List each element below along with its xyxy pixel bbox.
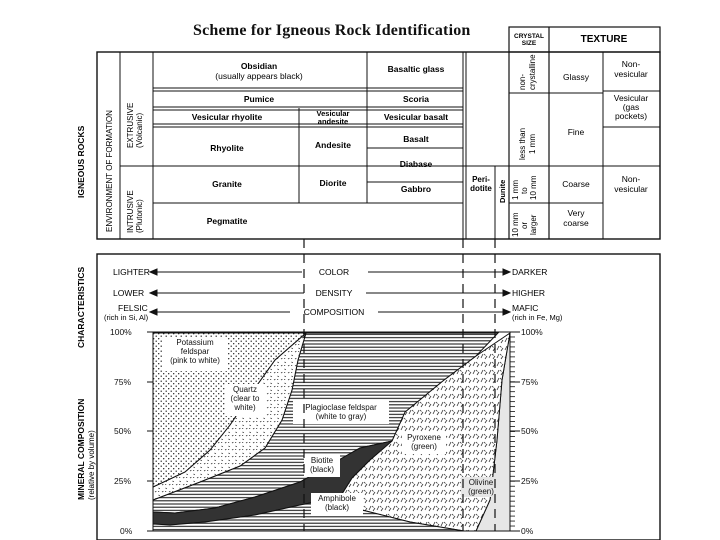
rock-diorite: Diorite xyxy=(320,178,347,188)
rock-rhyolite: Rhyolite xyxy=(210,143,244,153)
tick-right-75: 75% xyxy=(521,377,538,387)
mineral-potassium-feldspar: Potassium feldspar (pink to white) xyxy=(170,338,220,365)
tick-left-50: 50% xyxy=(114,426,131,436)
texture-fine: Fine xyxy=(568,127,585,137)
tick-right-0: 0% xyxy=(521,526,534,536)
rock-basalt: Basalt xyxy=(403,134,429,144)
texture-glassy: Glassy xyxy=(563,72,590,82)
rock-granite: Granite xyxy=(212,179,242,189)
rock-peridotite: Peri-dotite xyxy=(470,175,492,193)
rock-andesite: Andesite xyxy=(315,140,351,150)
texture-coarse: Coarse xyxy=(562,179,590,189)
color-left: LIGHTER xyxy=(113,267,150,277)
composition-left: FELSIC (rich in Si, Al) xyxy=(104,303,149,322)
composition-center: COMPOSITION xyxy=(304,307,364,317)
rock-basaltic-glass: Basaltic glass xyxy=(388,64,445,74)
characteristics-panel: LIGHTER COLOR DARKER LOWER DENSITY HIGHE… xyxy=(96,253,661,540)
characteristics-label: CHARACTERISTICS xyxy=(76,266,86,348)
mineral-quartz: Quartz (clear to white) xyxy=(231,385,260,412)
density-left: LOWER xyxy=(113,288,144,298)
tick-left-75: 75% xyxy=(114,377,131,387)
rock-obsidian: Obsidian (usually appears black) xyxy=(215,61,303,81)
texture-non-vesicular-bottom: Non-vesicular xyxy=(614,174,648,194)
density-right: HIGHER xyxy=(512,288,545,298)
mineral-composition-label: MINERAL COMPOSITION(relative by volume) xyxy=(76,399,96,500)
textures: Glassy Non-vesicular Vesicular (gas pocket… xyxy=(562,59,648,228)
igneous-rocks-label: IGNEOUS ROCKS xyxy=(76,125,86,198)
size-less-than-1mm: less than1 mm xyxy=(518,128,537,160)
texture-non-vesicular-top: Non-vesicular xyxy=(614,59,648,79)
rock-gabbro: Gabbro xyxy=(401,184,431,194)
table-headers: CRYSTAL SIZE TEXTURE xyxy=(508,26,661,53)
rock-diabase: Diabase xyxy=(400,159,433,169)
rock-scoria: Scoria xyxy=(403,94,429,104)
rock-names: Obsidian (usually appears black) Basaltic… xyxy=(192,61,507,226)
rock-pegmatite: Pegmatite xyxy=(207,216,248,226)
mineral-amphibole: Amphibole (black) xyxy=(318,494,356,512)
color-right: DARKER xyxy=(512,267,547,277)
rock-vesicular-andesite: Vesicular andesite xyxy=(317,109,350,126)
mineral-biotite: Biotite (black) xyxy=(310,456,334,474)
extrusive-label: EXTRUSIVE(Volcanic) xyxy=(126,103,144,148)
crystal-sizes: non-crystalline less than1 mm 1 mmto10 m… xyxy=(511,54,538,237)
tick-left-25: 25% xyxy=(114,476,131,486)
side-labels: IGNEOUS ROCKS ENVIRONMENT OF FORMATION E… xyxy=(76,103,144,500)
rock-vesicular-basalt: Vesicular basalt xyxy=(384,112,448,122)
page-title: Scheme for Igneous Rock Identification xyxy=(193,22,471,39)
composition-right: MAFIC (rich in Fe, Mg) xyxy=(512,303,563,322)
rock-pumice: Pumice xyxy=(244,94,275,104)
tick-left-0: 0% xyxy=(120,526,133,536)
density-center: DENSITY xyxy=(316,288,353,298)
intrusive-label: INTRUSIVE(Plutonic) xyxy=(126,190,144,233)
texture-vesicular: Vesicular (gas pockets) xyxy=(614,93,649,121)
tick-left-100: 100% xyxy=(110,327,132,337)
mineral-pyroxene: Pyroxene (green) xyxy=(407,433,441,451)
size-1-to-10mm: 1 mmto10 mm xyxy=(511,175,538,200)
tick-right-100: 100% xyxy=(521,327,543,337)
size-10mm-or-larger: 10 mmorlarger xyxy=(511,212,538,237)
mineral-plagioclase: Plagioclase feldspar (white to gray) xyxy=(305,403,377,421)
texture-header: TEXTURE xyxy=(581,34,628,45)
rock-vesicular-rhyolite: Vesicular rhyolite xyxy=(192,112,263,122)
color-center: COLOR xyxy=(319,267,349,277)
rock-dunite: Dunite xyxy=(498,180,507,203)
size-non-crystalline: non-crystalline xyxy=(518,54,537,90)
environment-label: ENVIRONMENT OF FORMATION xyxy=(105,110,114,232)
tick-right-50: 50% xyxy=(521,426,538,436)
crystal-size-header: CRYSTAL SIZE xyxy=(514,33,544,47)
texture-very-coarse: Very coarse xyxy=(563,208,589,228)
mineral-chart: Potassium feldspar (pink to white) Quartz(… xyxy=(110,327,543,536)
divider-lines xyxy=(303,239,496,531)
rock-table xyxy=(96,51,661,240)
tick-right-25: 25% xyxy=(521,476,538,486)
mineral-olivine: Olivine (green) xyxy=(468,478,494,496)
